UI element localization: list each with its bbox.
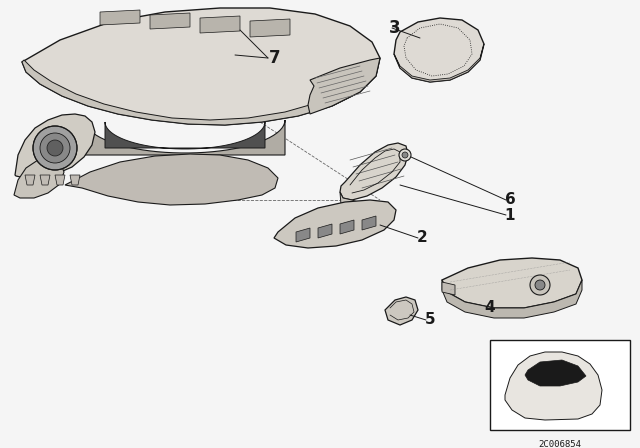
Polygon shape bbox=[394, 18, 484, 82]
Polygon shape bbox=[15, 114, 95, 178]
Text: 5: 5 bbox=[425, 313, 435, 327]
Circle shape bbox=[33, 126, 77, 170]
Text: 2C006854: 2C006854 bbox=[538, 440, 582, 448]
Polygon shape bbox=[55, 175, 65, 185]
Polygon shape bbox=[250, 19, 290, 37]
Polygon shape bbox=[296, 228, 310, 242]
Polygon shape bbox=[505, 352, 602, 420]
Polygon shape bbox=[14, 158, 64, 198]
Polygon shape bbox=[274, 200, 396, 248]
Polygon shape bbox=[70, 175, 80, 185]
Circle shape bbox=[40, 133, 70, 163]
Text: 4: 4 bbox=[484, 301, 495, 315]
Circle shape bbox=[535, 280, 545, 290]
Polygon shape bbox=[22, 58, 380, 125]
Polygon shape bbox=[105, 122, 265, 149]
Polygon shape bbox=[318, 224, 332, 238]
Polygon shape bbox=[150, 13, 190, 29]
Polygon shape bbox=[340, 220, 354, 234]
Polygon shape bbox=[442, 258, 582, 308]
Text: 6: 6 bbox=[504, 193, 515, 207]
Polygon shape bbox=[22, 8, 380, 125]
Polygon shape bbox=[40, 175, 50, 185]
Polygon shape bbox=[442, 282, 455, 295]
Text: 7: 7 bbox=[269, 49, 281, 67]
Polygon shape bbox=[200, 16, 240, 33]
Polygon shape bbox=[85, 120, 285, 155]
Polygon shape bbox=[525, 360, 586, 386]
Polygon shape bbox=[442, 280, 582, 318]
Polygon shape bbox=[25, 175, 35, 185]
Polygon shape bbox=[385, 297, 418, 325]
Circle shape bbox=[530, 275, 550, 295]
Polygon shape bbox=[340, 143, 408, 200]
Polygon shape bbox=[362, 216, 376, 230]
Circle shape bbox=[402, 152, 408, 158]
Polygon shape bbox=[308, 58, 380, 114]
Bar bbox=[490, 340, 630, 430]
Circle shape bbox=[47, 140, 63, 156]
Circle shape bbox=[399, 149, 411, 161]
Text: 2: 2 bbox=[417, 231, 428, 246]
Polygon shape bbox=[100, 10, 140, 25]
Text: 1: 1 bbox=[505, 207, 515, 223]
Polygon shape bbox=[340, 192, 358, 210]
Polygon shape bbox=[65, 154, 278, 205]
Text: 3: 3 bbox=[389, 19, 401, 37]
Polygon shape bbox=[394, 44, 484, 82]
